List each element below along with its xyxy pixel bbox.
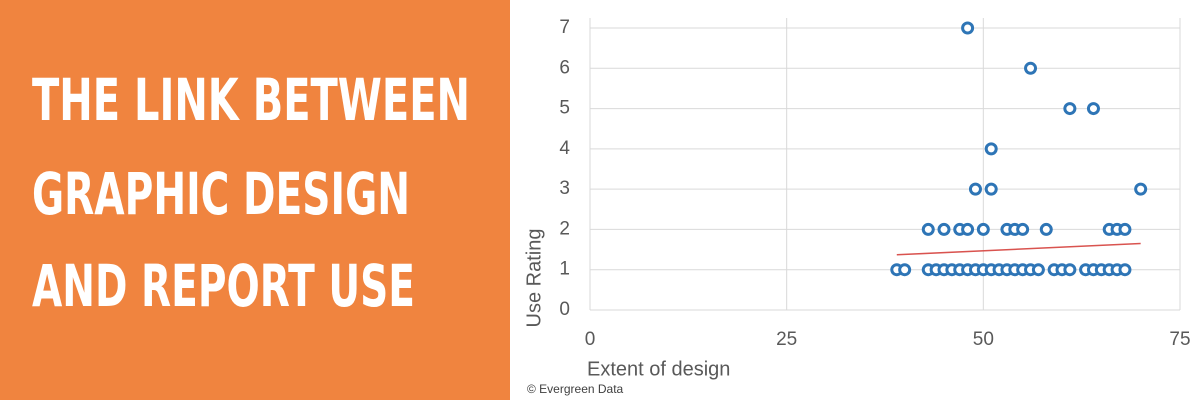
point — [898, 263, 912, 277]
point — [1063, 102, 1077, 116]
point — [1039, 222, 1053, 236]
point — [976, 222, 990, 236]
point — [984, 182, 998, 196]
y-tick-label: 1 — [559, 259, 570, 280]
point — [1118, 222, 1132, 236]
point — [961, 21, 975, 35]
point — [984, 142, 998, 156]
y-tick-label: 4 — [559, 138, 570, 159]
y-tick-label: 0 — [559, 299, 570, 320]
credit: © Evergreen Data — [527, 382, 624, 396]
point — [1016, 222, 1030, 236]
point — [1063, 263, 1077, 277]
point — [921, 222, 935, 236]
x-tick-label: 25 — [776, 329, 797, 350]
point — [968, 182, 982, 196]
trendline — [896, 242, 1141, 256]
scatter-chart: 0 1 2 3 4 5 6 7 0 25 50 75 — [559, 17, 1190, 350]
x-tick-label: 0 — [585, 329, 596, 350]
banner-panel — [0, 0, 510, 400]
y-tick-label: 6 — [559, 57, 570, 78]
point — [937, 222, 951, 236]
banner-title: THE LINK BETWEEN GRAPHIC DESIGN AND REPO… — [32, 66, 470, 320]
x-axis-label: Extent of design — [587, 358, 730, 380]
x-tick-label: 50 — [973, 329, 994, 350]
y-tick-label: 2 — [559, 218, 570, 239]
y-axis-label: Use Rating — [523, 229, 545, 328]
title-line: THE LINK BETWEEN — [32, 66, 470, 134]
point — [1134, 182, 1148, 196]
title-line: GRAPHIC DESIGN — [32, 160, 410, 228]
point — [1086, 102, 1100, 116]
y-tick-label: 5 — [559, 98, 570, 119]
y-tick-label: 3 — [559, 178, 570, 199]
x-tick-label: 75 — [1169, 329, 1190, 350]
point — [1031, 263, 1045, 277]
title-line: AND REPORT USE — [32, 252, 415, 320]
point — [961, 222, 975, 236]
y-tick-label: 7 — [559, 17, 570, 38]
point — [1024, 61, 1038, 75]
point — [1118, 263, 1132, 277]
